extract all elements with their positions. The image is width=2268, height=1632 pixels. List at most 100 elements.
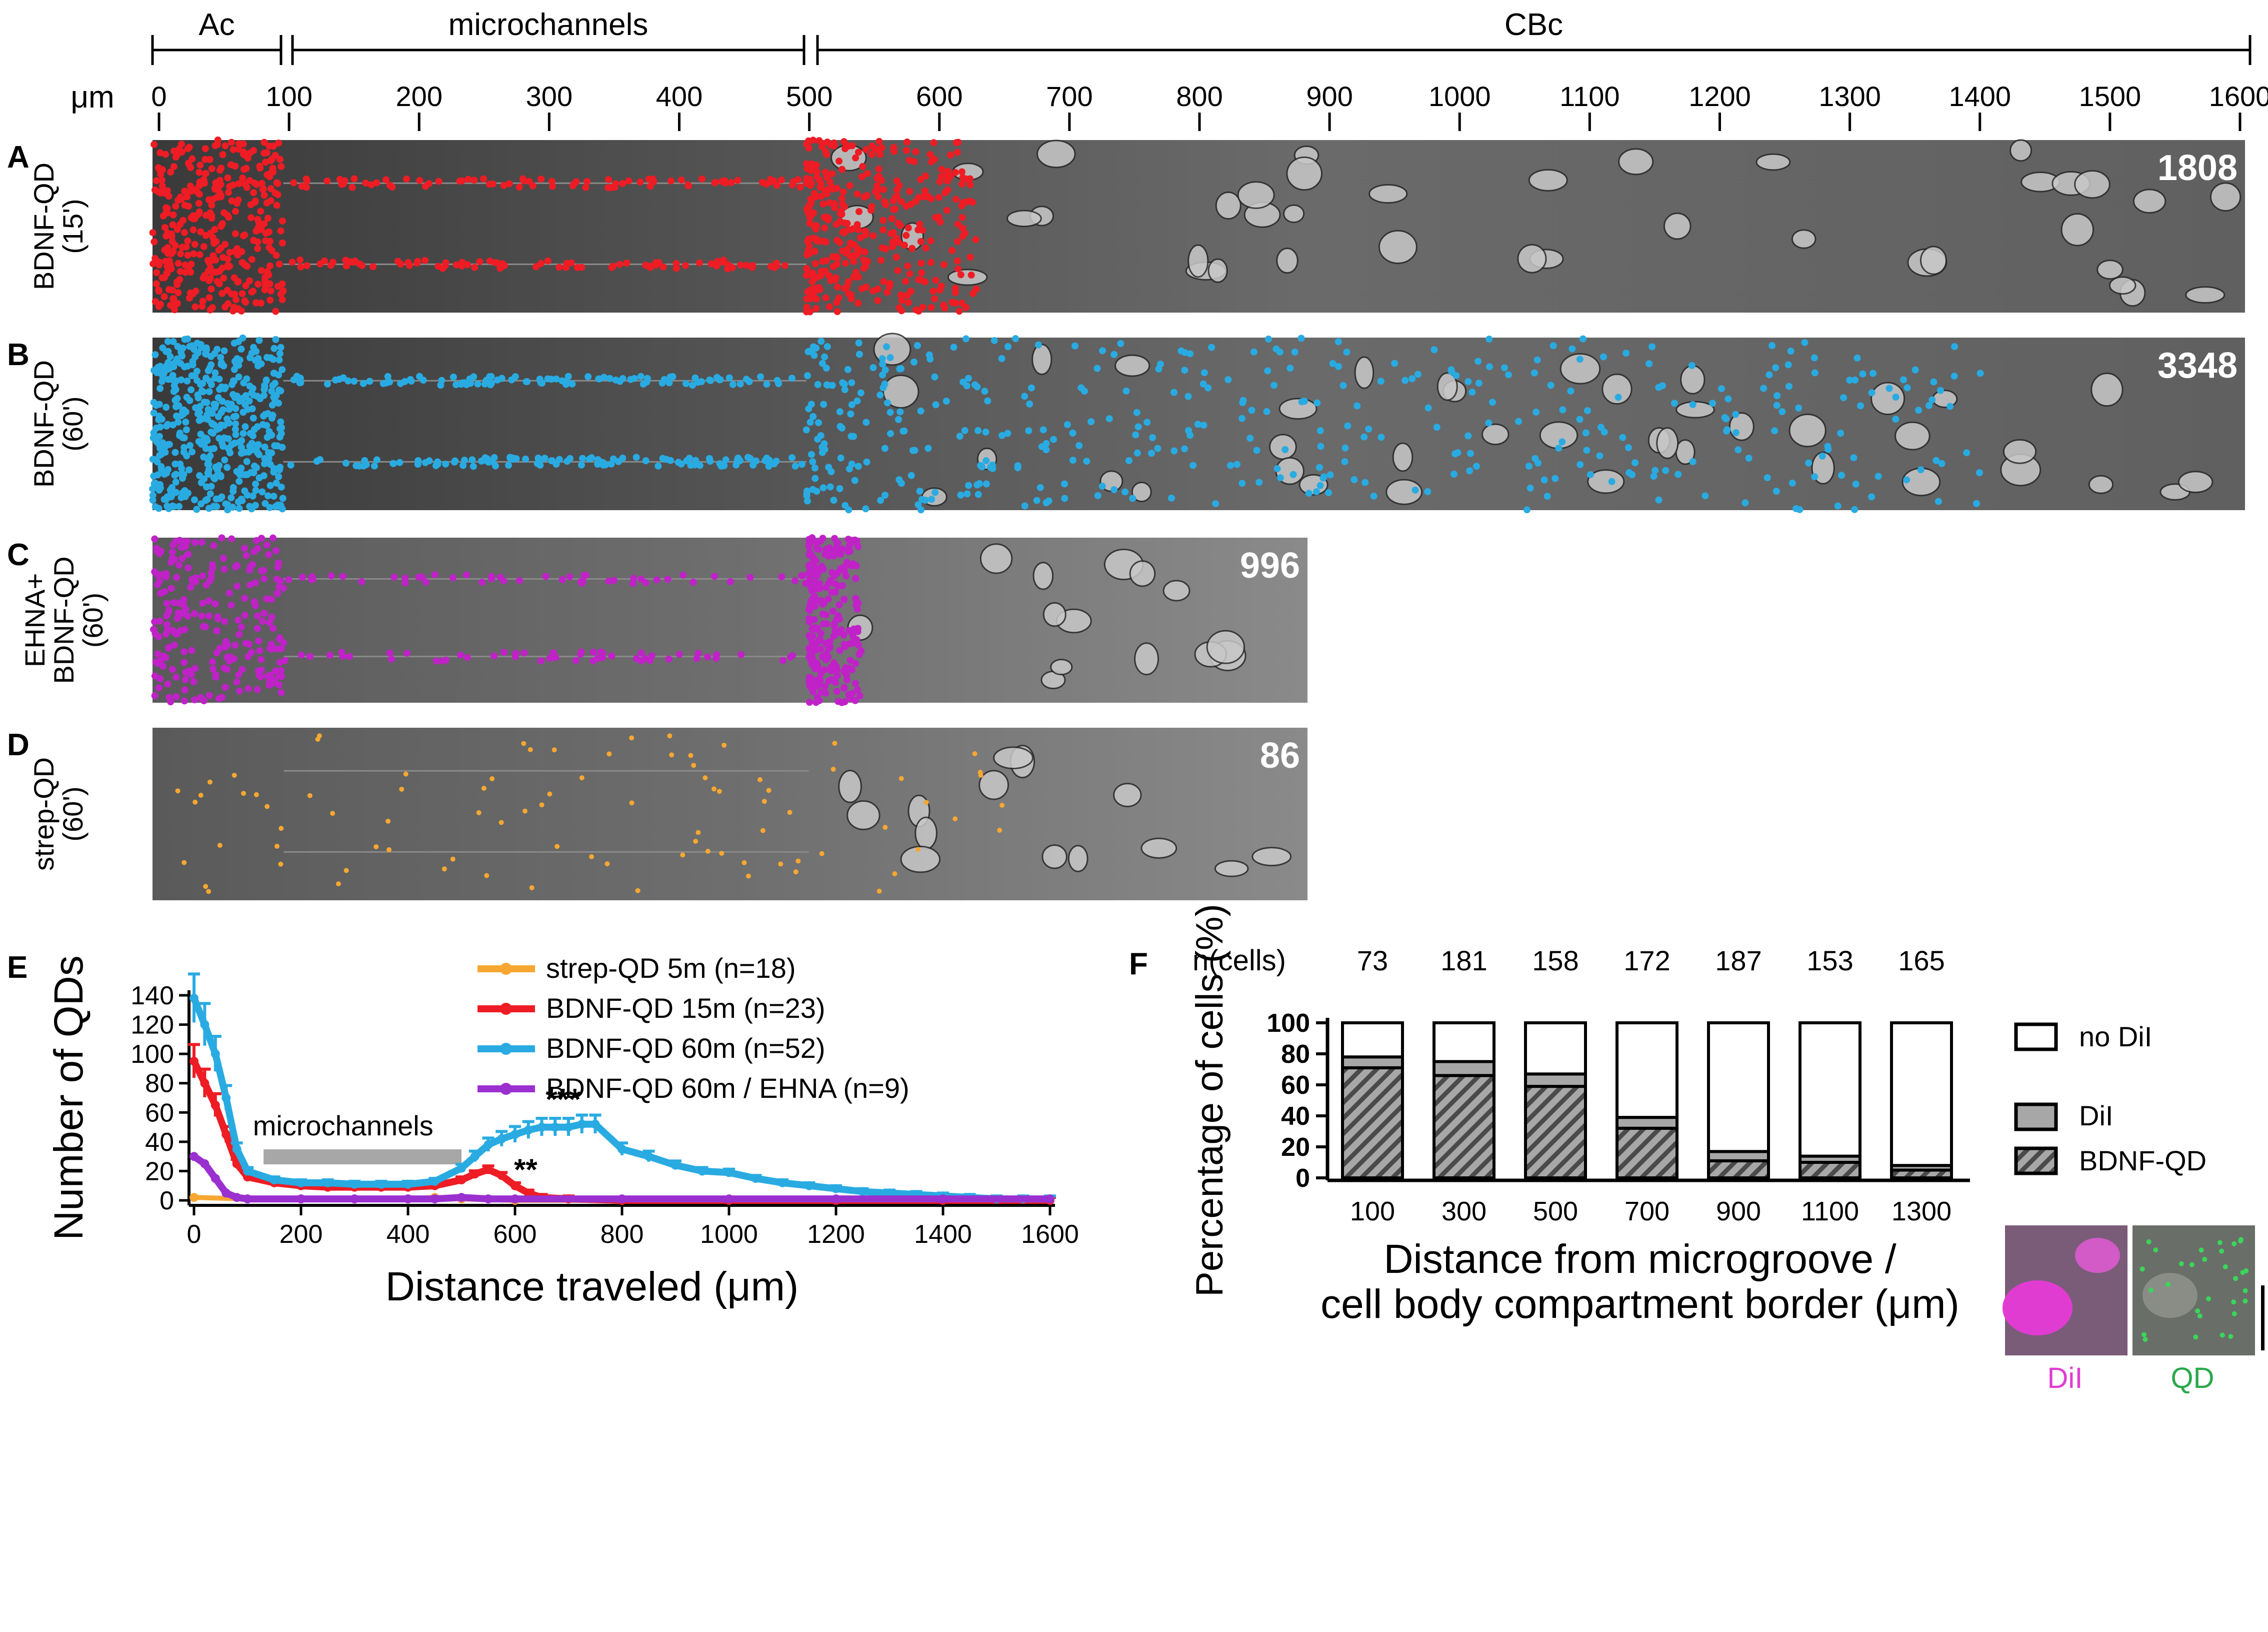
qd-dot: [813, 659, 820, 667]
qd-dot: [178, 489, 186, 497]
qd-dot: [806, 348, 813, 355]
qd-dot: [829, 607, 836, 615]
qd-dot: [930, 139, 938, 147]
qd-dot: [191, 241, 198, 248]
qd-dot: [1300, 398, 1308, 405]
qd-dot: [238, 345, 245, 353]
qd-dot: [190, 250, 198, 258]
qd-dot: [714, 258, 722, 265]
qd-dot: [1370, 492, 1378, 500]
panel-label-line: (15'): [57, 199, 88, 254]
qd-dot: [234, 498, 242, 506]
qd-dot: [1555, 445, 1562, 452]
qd-dot: [832, 679, 840, 686]
qd-dot: [184, 564, 192, 572]
qd-dot: [908, 245, 916, 252]
qd-dot: [1282, 446, 1289, 453]
qd-dot: [258, 180, 266, 187]
qd-dot: [1028, 384, 1035, 392]
qd-dot: [1772, 488, 1780, 495]
qd-dot: [1200, 369, 1208, 377]
microchannels-bar: [264, 1149, 462, 1164]
qd-dot: [884, 289, 891, 296]
qd-dot: [198, 572, 206, 580]
qd-dot: [269, 534, 276, 542]
qd-dot: [344, 868, 349, 873]
qd-dot: [832, 741, 838, 746]
qd-dot: [1078, 384, 1085, 392]
qd-dot: [915, 847, 920, 852]
qd-dot: [812, 305, 820, 312]
qd-dot: [182, 606, 190, 613]
qd-dot: [462, 571, 470, 579]
qd-dot: [1025, 427, 1032, 435]
qd-dot: [823, 381, 830, 389]
qd-dot: [160, 293, 168, 301]
cell-body: [1215, 191, 1242, 220]
qd-dot: [1433, 424, 1440, 431]
qd-dot: [206, 277, 213, 285]
qd-dot: [252, 464, 260, 472]
qd-dot: [216, 177, 224, 184]
qd-dot: [222, 638, 230, 645]
qd-dot: [198, 612, 206, 620]
qd-dot: [1600, 428, 1608, 436]
qd-dot: [214, 467, 222, 474]
qd-dot: [1250, 348, 1258, 356]
qd-dot: [1378, 434, 1385, 441]
legend-f: no DiI DiI BDNF-QD: [2014, 1021, 2206, 1176]
qd-dot: [1951, 343, 1958, 350]
qd-dot: [584, 178, 591, 185]
qd-dot: [963, 176, 970, 183]
qd-dot: [438, 657, 446, 665]
qd-dot: [686, 455, 693, 462]
qd-dot: [181, 686, 188, 694]
qd-dot: [269, 382, 276, 389]
qd-dot: [233, 678, 240, 686]
qd-dot: [224, 256, 232, 263]
qd-dot: [1624, 444, 1632, 452]
qd-dot: [1238, 480, 1246, 487]
qd-dot: [156, 166, 164, 174]
qd-dot: [194, 340, 201, 347]
qd-dot: [1576, 356, 1584, 363]
qd-dot: [246, 442, 254, 450]
qd-dot: [174, 260, 182, 267]
qd-dot: [151, 672, 158, 680]
qd-dot: [242, 423, 249, 431]
qd-dot: [1246, 435, 1254, 442]
qd-dot: [221, 456, 228, 464]
qd-dot: [788, 454, 796, 462]
qd-dot: [708, 260, 715, 268]
qd-dot: [834, 237, 841, 244]
qd-dot: [1771, 427, 1778, 435]
qd-dot: [824, 595, 832, 603]
qd-dot: [232, 642, 239, 649]
inset-qd-dot: [2142, 1336, 2148, 1342]
qd-dot: [566, 455, 574, 462]
qd-dot: [324, 177, 331, 185]
qd-dot: [270, 143, 277, 150]
qd-dot: [207, 779, 212, 785]
qd-dot: [222, 142, 229, 150]
qd-dot: [1350, 476, 1358, 484]
qd-dot: [184, 145, 192, 153]
qd-dot: [846, 465, 853, 473]
qd-dot: [192, 288, 200, 295]
qd-dot: [1540, 476, 1548, 484]
qd-dot: [278, 366, 286, 374]
cell-body: [1006, 210, 1042, 228]
qd-dot: [1021, 393, 1028, 400]
qd-dot: [1544, 493, 1551, 500]
qd-dot: [728, 179, 735, 187]
qd-dot: [152, 503, 159, 511]
qd-dot: [213, 627, 220, 635]
qd-dot: [150, 141, 158, 148]
qd-dot: [806, 563, 813, 570]
qd-dot: [388, 183, 396, 191]
qd-dot: [154, 548, 161, 555]
qd-dot: [763, 381, 770, 388]
qd-dot: [276, 261, 283, 268]
qd-dot: [1534, 356, 1541, 364]
inset-qd-dot: [2140, 1266, 2145, 1272]
